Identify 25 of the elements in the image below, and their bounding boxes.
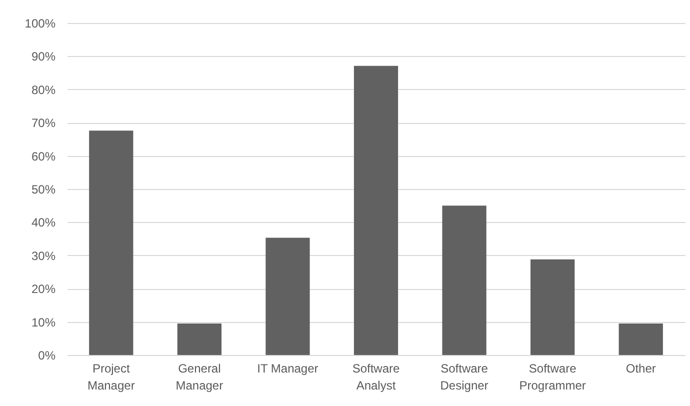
- x-tick-label: Project Manager: [87, 362, 135, 392]
- y-tick-label: 50%: [31, 182, 56, 196]
- x-tick-label: General Manager: [176, 362, 224, 392]
- y-tick-label: 90%: [31, 50, 56, 64]
- y-tick-label: 40%: [31, 216, 56, 230]
- bar: [530, 259, 575, 355]
- x-tick-label: Software Designer: [440, 362, 488, 392]
- y-tick-label: 100%: [24, 16, 56, 30]
- y-tick-label: 70%: [31, 116, 56, 130]
- y-tick-label: 80%: [31, 82, 56, 97]
- bar: [354, 66, 398, 355]
- y-tick-label: 60%: [31, 149, 56, 164]
- bar: [442, 206, 486, 355]
- x-tick-label: Software Analyst: [352, 362, 400, 392]
- y-tick-label: 0%: [38, 348, 56, 362]
- bar: [266, 238, 310, 355]
- x-tick-label: IT Manager: [257, 362, 318, 376]
- bar: [618, 323, 663, 355]
- y-tick-label: 10%: [31, 315, 56, 330]
- bar: [177, 323, 222, 355]
- bar: [89, 130, 134, 355]
- y-tick-label: 20%: [31, 282, 56, 296]
- y-tick-label: 30%: [31, 248, 56, 263]
- x-tick-label: Software Programmer: [519, 362, 586, 392]
- x-tick-label: Other: [626, 362, 656, 376]
